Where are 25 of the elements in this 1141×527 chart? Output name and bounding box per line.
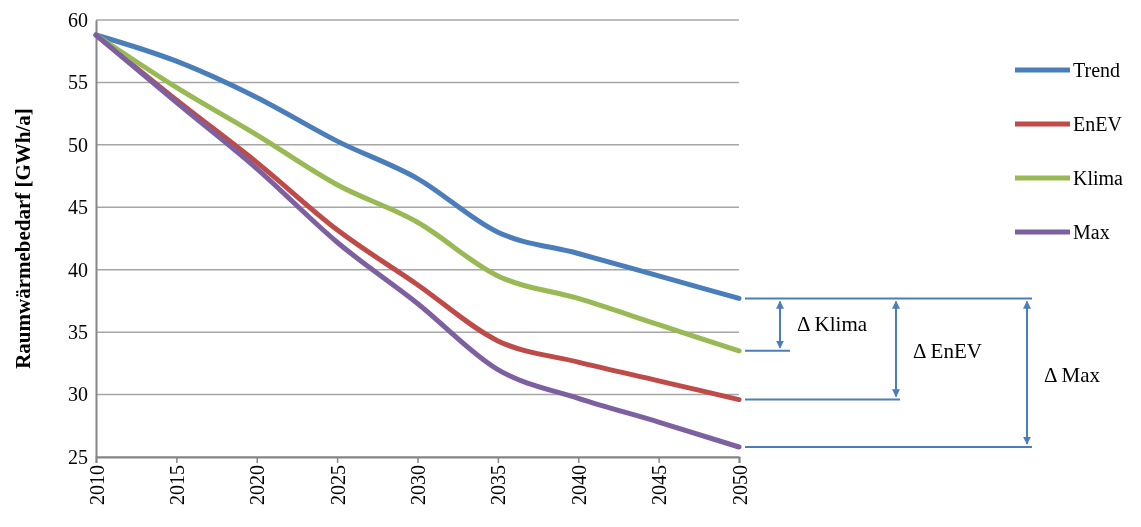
legend-label: Klima <box>1073 167 1124 189</box>
x-tick-label: 2020 <box>246 465 269 505</box>
y-tick-label: 30 <box>68 383 88 406</box>
x-tick-label: 2030 <box>407 465 429 505</box>
legend-label: Trend <box>1073 59 1121 81</box>
x-tick-label: 2045 <box>648 465 671 505</box>
text: Δ Klima <box>797 311 868 336</box>
x-tick-label: 2050 <box>728 465 751 505</box>
y-tick-label: 25 <box>68 445 88 468</box>
y-tick-label: 45 <box>68 196 88 219</box>
text: Δ Max <box>1044 363 1101 388</box>
x-tick-label: 2010 <box>85 465 108 505</box>
text: Δ EnEV <box>913 339 982 364</box>
x-tick-label: 2035 <box>487 465 510 505</box>
legend-label: Max <box>1073 221 1110 243</box>
y-tick-label: 40 <box>68 258 88 281</box>
y-tick-label: 50 <box>68 133 88 156</box>
x-tick-label: 2025 <box>326 465 349 505</box>
x-tick-label: 2040 <box>567 465 590 505</box>
x-tick-label: 2015 <box>165 465 188 505</box>
y-tick-label: 55 <box>68 71 88 94</box>
y-tick-label: 35 <box>68 321 88 344</box>
y-axis-title: Raumwärmebedarf [GWh/a] <box>11 108 35 369</box>
legend-label: EnEV <box>1073 113 1123 135</box>
y-tick-label: 60 <box>68 8 88 31</box>
